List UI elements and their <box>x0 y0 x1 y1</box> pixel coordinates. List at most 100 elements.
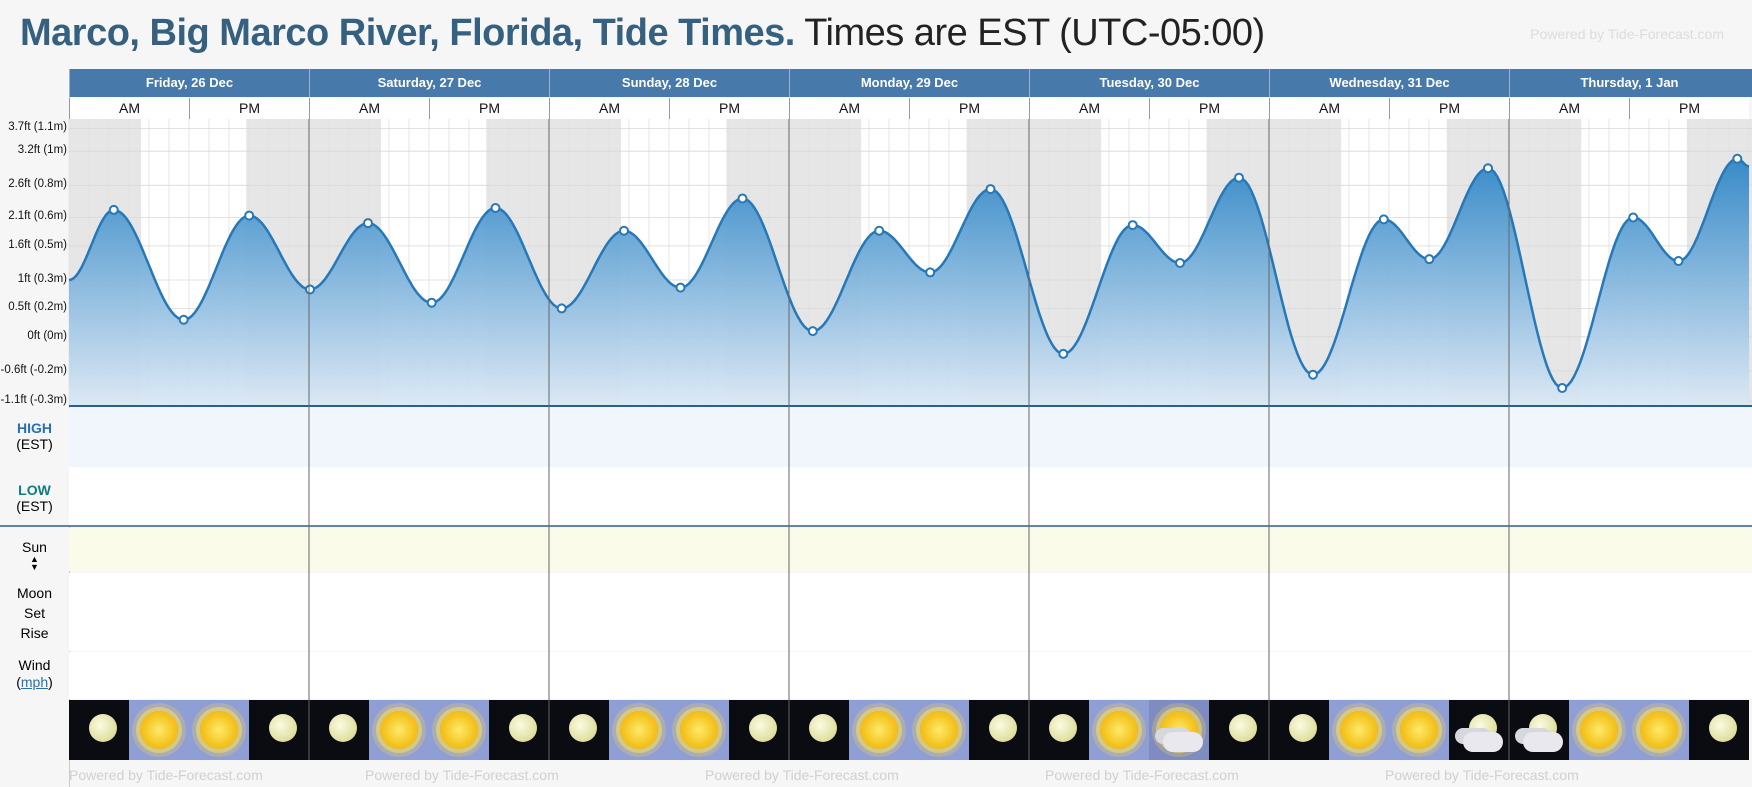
y-tick-label: 2.6ft (0.8m) <box>8 178 67 191</box>
tide-point[interactable] <box>1308 369 1318 380</box>
sun-icon <box>440 711 478 749</box>
clear-night-weather-icon <box>1029 700 1089 760</box>
sunny-weather-icon <box>909 700 969 760</box>
tide-point[interactable] <box>1424 254 1435 265</box>
tide-point[interactable] <box>619 225 629 236</box>
clear-night-weather-icon <box>549 700 609 760</box>
page-title: Marco, Big Marco River, Florida, Tide Ti… <box>20 12 1265 62</box>
tide-point[interactable] <box>675 282 686 293</box>
tide-point[interactable] <box>1127 220 1138 231</box>
sort-toggle-icon[interactable]: ▲ ▼ <box>30 554 39 572</box>
moon-icon <box>89 714 117 742</box>
day-header-bar <box>69 69 1752 97</box>
tide-point[interactable] <box>1175 257 1185 268</box>
tide-point[interactable] <box>985 184 996 195</box>
sun-icon <box>200 711 238 749</box>
wind-label: Wind <box>18 657 51 673</box>
tide-point[interactable] <box>426 297 437 308</box>
high-row-label: HIGH (EST) <box>0 420 69 452</box>
sunny-weather-icon <box>1329 700 1389 760</box>
am-label: AM <box>549 98 669 119</box>
low-tz-label: (EST) <box>16 498 53 514</box>
sun-icon <box>860 711 898 749</box>
sun-icon <box>380 711 418 749</box>
tide-point[interactable] <box>108 204 119 215</box>
tide-point[interactable] <box>305 284 315 295</box>
sunny-weather-icon <box>1569 700 1629 760</box>
tide-point[interactable] <box>1234 172 1244 183</box>
partly-cloudy-weather-icon <box>1149 700 1209 760</box>
footer-watermark: Powered by Tide-Forecast.com <box>1385 767 1579 783</box>
sunny-weather-icon <box>1389 700 1449 760</box>
day-header: Tuesday, 30 Dec <box>1029 69 1269 97</box>
clear-night-weather-icon <box>1269 700 1329 760</box>
tide-point[interactable] <box>807 326 818 337</box>
clear-night-weather-icon <box>309 700 369 760</box>
tide-point[interactable] <box>556 303 567 314</box>
location-title: Marco, Big Marco River, Florida, Tide Ti… <box>20 12 795 54</box>
pm-label: PM <box>909 98 1029 119</box>
tide-point[interactable] <box>874 225 885 236</box>
tide-point[interactable] <box>737 193 748 204</box>
sunny-weather-icon <box>189 700 249 760</box>
tide-point[interactable] <box>925 267 936 278</box>
footer-watermark: Powered by Tide-Forecast.com <box>365 767 559 783</box>
clear-night-weather-icon <box>1209 700 1269 760</box>
tide-point[interactable] <box>1673 256 1684 267</box>
low-label: LOW <box>18 482 51 498</box>
powered-by[interactable]: Powered by Tide-Forecast.com <box>1530 26 1724 42</box>
tide-point[interactable] <box>1557 382 1568 393</box>
y-tick-label: 1.6ft (0.5m) <box>8 238 67 251</box>
tide-point[interactable] <box>178 314 189 325</box>
tide-point[interactable] <box>1378 214 1389 225</box>
day-header: Thursday, 1 Jan <box>1509 69 1749 97</box>
moon-icon <box>1289 714 1317 742</box>
tide-point[interactable] <box>1483 163 1493 174</box>
wind-unit-link[interactable]: mph <box>20 674 49 690</box>
y-tick-label: 3.2ft (1m) <box>17 144 67 157</box>
cloudy-night-weather-icon <box>1509 700 1569 760</box>
clear-night-weather-icon <box>729 700 789 760</box>
clear-night-weather-icon <box>249 700 309 760</box>
set-label: Set <box>23 605 45 621</box>
pm-label: PM <box>189 98 309 119</box>
tide-point[interactable] <box>490 203 501 214</box>
tide-point[interactable] <box>1732 153 1743 164</box>
rise-label: Rise <box>20 625 49 641</box>
sunny-weather-icon <box>849 700 909 760</box>
clear-night-weather-icon <box>789 700 849 760</box>
y-tick-label: 3.7ft (1.1m) <box>8 121 67 134</box>
clear-night-weather-icon <box>69 700 129 760</box>
moon-icon <box>989 714 1017 742</box>
pm-label: PM <box>429 98 549 119</box>
high-tz-label: (EST) <box>16 436 53 452</box>
sunny-weather-icon <box>129 700 189 760</box>
tide-point[interactable] <box>244 210 255 221</box>
day-header: Monday, 29 Dec <box>789 69 1029 97</box>
sunny-weather-icon <box>609 700 669 760</box>
tide-point[interactable] <box>363 218 373 229</box>
day-header: Friday, 26 Dec <box>69 69 309 97</box>
sun-icon <box>1100 711 1138 749</box>
sunny-weather-icon <box>1089 700 1149 760</box>
tide-area <box>69 158 1749 405</box>
sunny-weather-icon <box>1629 700 1689 760</box>
sun-label: Sun <box>22 539 47 555</box>
am-label: AM <box>309 98 429 119</box>
low-row-label: LOW (EST) <box>0 482 69 514</box>
tide-point[interactable] <box>1058 348 1069 359</box>
moon-icon <box>569 714 597 742</box>
cloud-icon <box>1163 732 1203 752</box>
tide-point[interactable] <box>1628 212 1639 223</box>
y-tick-label: -1.1ft (-0.3m) <box>0 394 67 407</box>
moon-icon <box>809 714 837 742</box>
sun-row-label[interactable]: Sun ▲ ▼ <box>0 539 69 572</box>
sun-row-bg <box>69 528 1752 571</box>
footer-watermark: Powered by Tide-Forecast.com <box>1045 767 1239 783</box>
sun-icon <box>680 711 718 749</box>
y-tick-label: 1ft (0.3m) <box>17 272 67 285</box>
pm-label: PM <box>1629 98 1749 119</box>
pm-label: PM <box>1389 98 1509 119</box>
clear-night-weather-icon <box>1689 700 1749 760</box>
